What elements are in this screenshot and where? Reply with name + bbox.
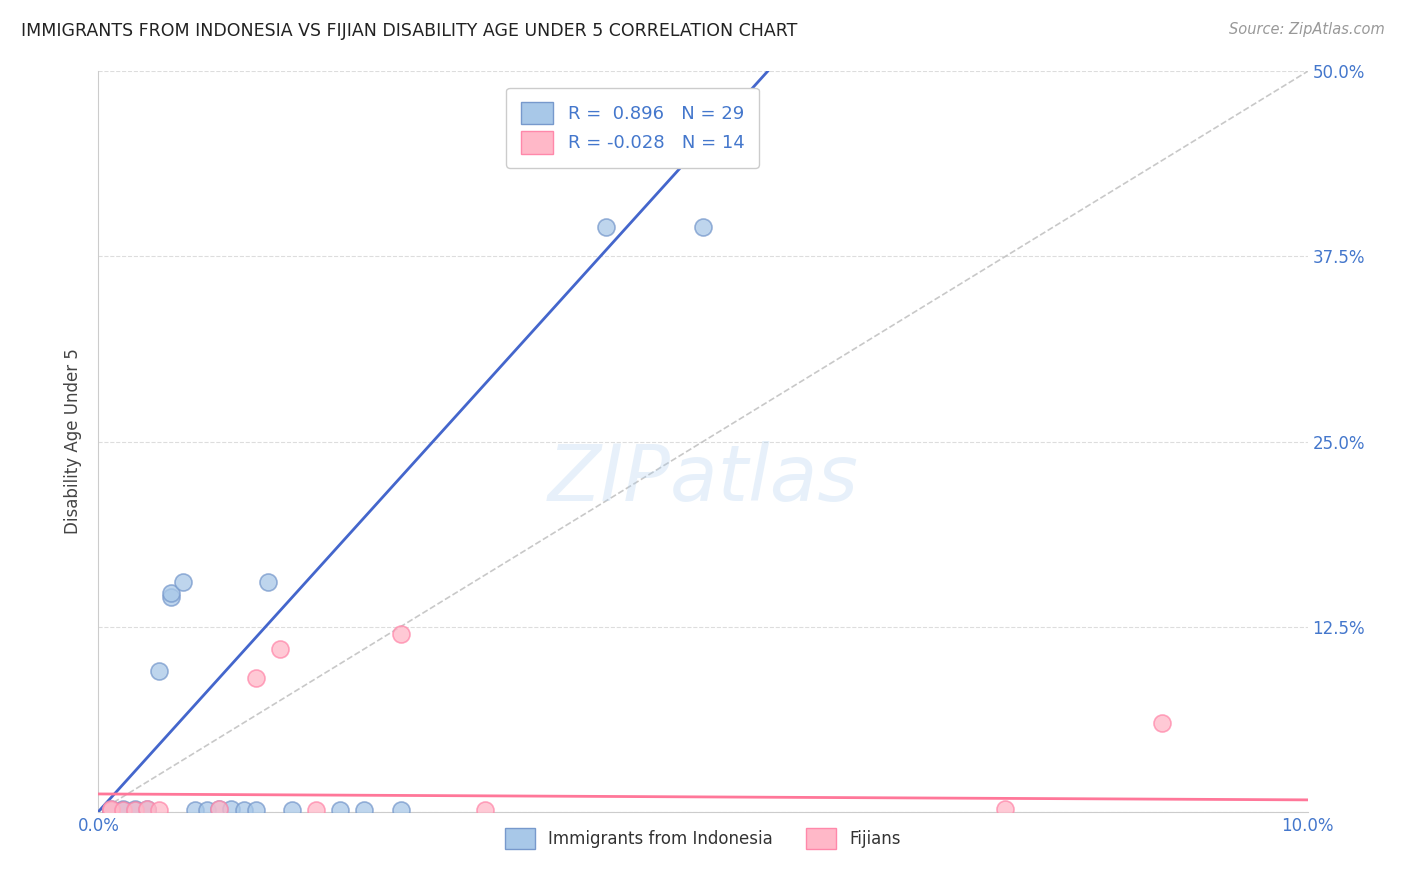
Point [100,803,122,817]
Point [111,803,134,817]
Point [100,802,122,816]
Point [135,803,157,817]
Point [124,803,146,817]
Point [208,802,231,816]
Point [389,627,412,641]
Y-axis label: Disability Age Under 5: Disability Age Under 5 [63,349,82,534]
Point [124,802,146,816]
Point [269,641,291,656]
Point [100,803,122,817]
Point [1152,715,1174,730]
Legend: Immigrants from Indonesia, Fijians: Immigrants from Indonesia, Fijians [498,822,908,855]
Point [184,803,207,817]
Point [111,803,134,817]
Point [111,803,134,817]
Point [221,802,243,816]
Point [208,802,231,816]
Point [124,803,146,817]
Point [148,803,170,817]
Point [692,219,714,234]
Text: Source: ZipAtlas.com: Source: ZipAtlas.com [1229,22,1385,37]
Point [281,803,304,817]
Point [994,802,1017,816]
Point [305,803,328,817]
Point [329,803,352,817]
Point [160,585,183,599]
Point [353,803,375,817]
Point [111,802,134,816]
Point [172,575,194,590]
Point [160,590,183,604]
Text: IMMIGRANTS FROM INDONESIA VS FIJIAN DISABILITY AGE UNDER 5 CORRELATION CHART: IMMIGRANTS FROM INDONESIA VS FIJIAN DISA… [21,22,797,40]
Point [232,803,254,817]
Point [100,802,122,816]
Point [595,219,617,234]
Point [111,803,134,817]
Point [124,803,146,817]
Point [389,803,412,817]
Point [245,803,267,817]
Text: ZIPatlas: ZIPatlas [547,441,859,516]
Point [148,664,170,678]
Point [474,803,496,817]
Point [100,803,122,817]
Point [195,803,218,817]
Point [135,802,157,816]
Point [135,802,157,816]
Point [245,672,267,686]
Point [256,575,278,590]
